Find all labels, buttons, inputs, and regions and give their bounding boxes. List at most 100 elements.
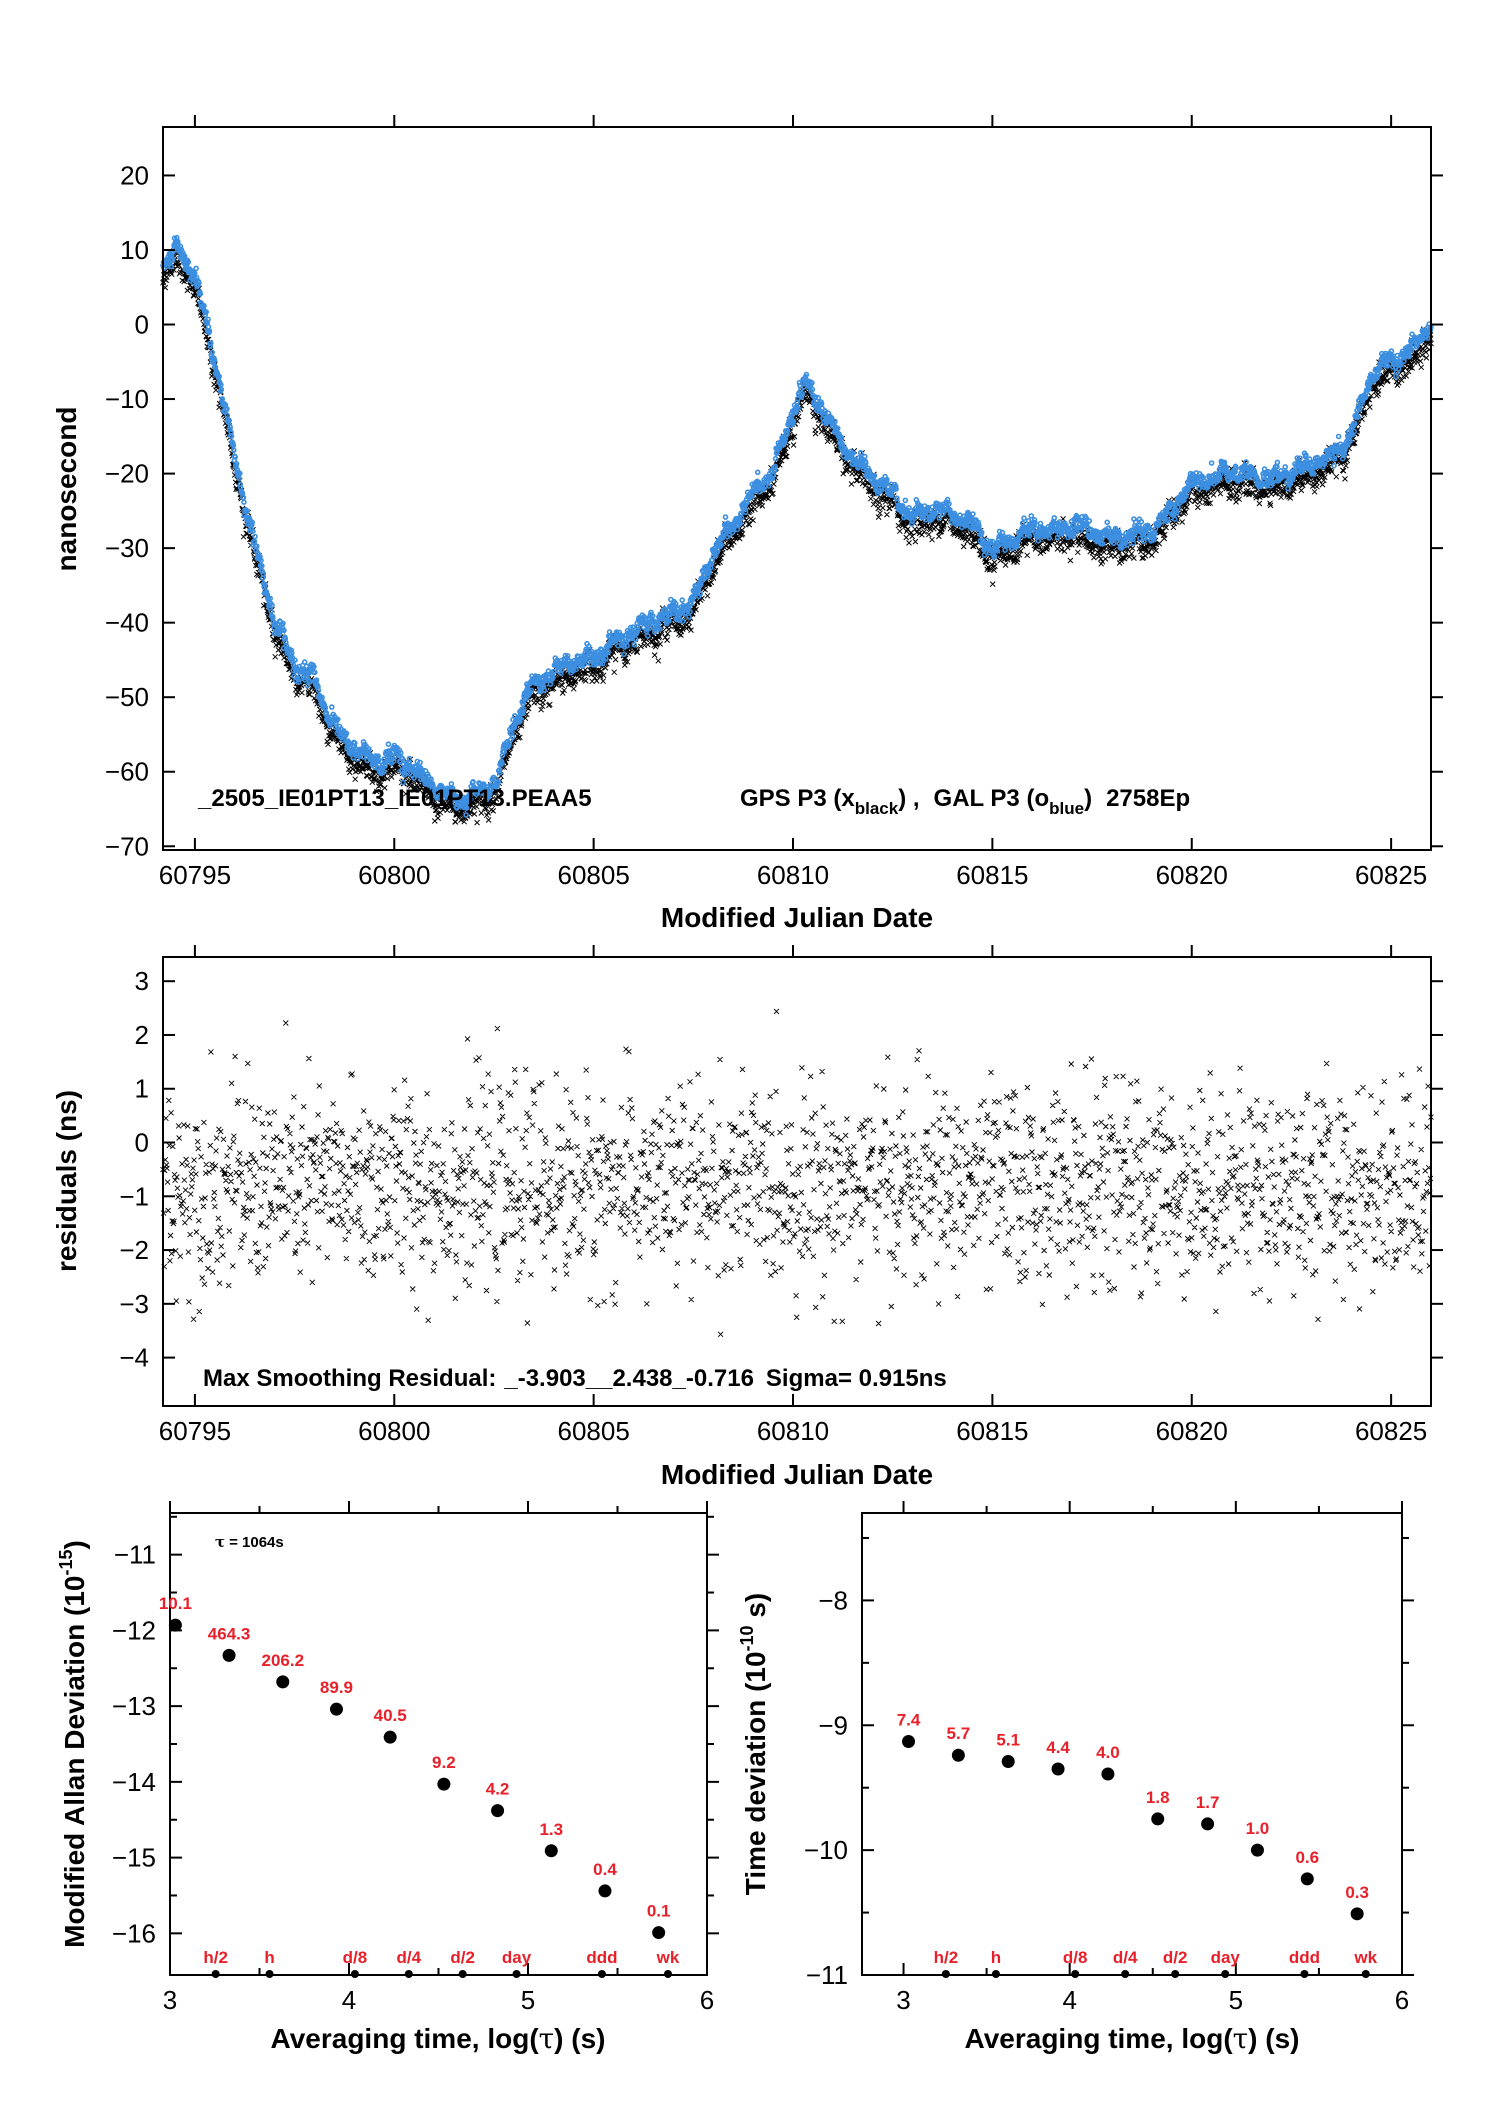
data-label: 7.4: [897, 1711, 921, 1730]
mdev-tau-symbol: τ: [215, 1533, 225, 1551]
data-label: 89.9: [320, 1678, 353, 1697]
data-point: [544, 1844, 558, 1858]
time-mark-label: d/2: [450, 1948, 475, 1967]
data-point: [383, 1730, 397, 1744]
y-tick-label: −2: [119, 1235, 149, 1265]
mdev-ylabel-post: ): [59, 1540, 90, 1549]
data-label: 9.2: [432, 1753, 456, 1772]
residuals-ylabel: residuals (ns): [51, 1090, 82, 1272]
data-label: 4.0: [1096, 1743, 1120, 1762]
data-point: [598, 1884, 612, 1898]
mdev-xlabel-sym: τ: [539, 2022, 555, 2055]
x-tick-label: 60815: [956, 860, 1028, 890]
data-point: [1001, 1754, 1015, 1768]
x-tick-label: 5: [521, 1985, 535, 2015]
data-point: [168, 1618, 182, 1632]
legend-gal-post: ): [1084, 785, 1092, 812]
gal-p3-series: [160, 234, 1434, 818]
y-tick-label: −13: [112, 1691, 156, 1721]
x-tick-label: 60800: [358, 1416, 430, 1446]
x-tick-label: 60825: [1355, 860, 1427, 890]
tdev-axes: 3 4 5 6 −11 −10 −9 −8: [804, 1501, 1414, 2015]
offset-title: _2505_IE01PT13_IE01PT13.PEAA5: [197, 785, 592, 812]
mdev-xlabel: Averaging time, log(τ) (s): [271, 2022, 606, 2055]
data-label: 10.1: [159, 1594, 192, 1613]
gps-p3-series: [160, 246, 1434, 826]
data-label: 1.8: [1146, 1788, 1170, 1807]
y-tick-label: −16: [112, 1918, 156, 1948]
time-mark-dot: [1300, 1970, 1309, 1978]
time-mark-label: wk: [1353, 1948, 1377, 1967]
data-label: 4.4: [1046, 1738, 1070, 1757]
mdev-axes: 3 4 5 6 −16 −15 −14 −13 −12 −11: [112, 1501, 719, 2015]
data-label: 1.7: [1196, 1793, 1220, 1812]
data-label: 40.5: [374, 1706, 407, 1725]
y-tick-label: −1: [119, 1181, 149, 1211]
mdev-tau-note: τ = 1064s: [215, 1533, 284, 1551]
time-mark-dot: [211, 1970, 220, 1978]
residuals-annot-values: _-3.903__2.438_-0.716: [503, 1365, 754, 1392]
x-tick-label: 60815: [956, 1416, 1028, 1446]
data-point: [902, 1735, 916, 1749]
time-mark-dot: [350, 1970, 359, 1978]
x-tick-label: 60805: [557, 860, 629, 890]
x-tick-label: 6: [1395, 1985, 1409, 2015]
y-tick-label: 20: [120, 160, 149, 190]
offset-series-group: [160, 234, 1434, 826]
y-tick-label: −9: [818, 1710, 848, 1740]
mdev-xlabel-pre: Averaging time, log(: [271, 2023, 540, 2054]
mdev-tau-value: = 1064s: [229, 1534, 284, 1551]
tdev-xlabel: Averaging time, log(τ) (s): [965, 2022, 1300, 2055]
tdev-panel: 3 4 5 6 −11 −10 −9 −8 7.4 5.7 5.1 4.4 4.0 1.8 1.7 1.0 0…: [737, 1501, 1414, 2055]
mdev-plot-frame: [169, 1512, 708, 1976]
y-tick-label: −30: [105, 533, 149, 563]
mdev-marks: 10.1 464.3 206.2 89.9 40.5 9.2 4.2 1.3 0.4 0.1 h/2…: [159, 1594, 680, 1978]
x-tick-label: 60820: [1156, 860, 1228, 890]
data-label: 206.2: [261, 1651, 304, 1670]
y-tick-label: −3: [119, 1289, 149, 1319]
offset-ylabel: nanosecond: [51, 407, 82, 572]
data-point: [951, 1748, 965, 1762]
tdev-plot-frame: [861, 1512, 1403, 1976]
mdev-xlabel-post: ) (s): [554, 2023, 605, 2054]
y-tick-label: −4: [119, 1343, 149, 1373]
time-mark-label: d/4: [1113, 1948, 1138, 1967]
tdev-ylabel-exp: -10: [737, 1625, 757, 1651]
x-tick-label: 5: [1229, 1985, 1243, 2015]
data-label: 0.1: [647, 1902, 671, 1921]
time-mark-dot: [265, 1970, 274, 1978]
time-mark-dot: [991, 1970, 1000, 1978]
residuals-xlabel: Modified Julian Date: [661, 1459, 933, 1490]
x-tick-label: 60810: [757, 1416, 829, 1446]
x-tick-label: 60800: [358, 860, 430, 890]
data-point: [1151, 1812, 1165, 1826]
offset-xlabel: Modified Julian Date: [661, 902, 933, 933]
y-tick-label: 0: [135, 310, 149, 340]
data-point: [1300, 1872, 1314, 1886]
residuals-plot-frame: [162, 956, 1432, 1407]
data-point: [1051, 1762, 1065, 1776]
data-label: 4.2: [486, 1780, 510, 1799]
offset-axes: 60795 60800 60805 60810 60815 60820 60825 −70 −6…: [105, 115, 1443, 890]
time-mark-dot: [1121, 1970, 1130, 1978]
offset-legend: GPS P3 (xblack) , GAL P3 (oblue) 2758Ep: [740, 785, 1190, 818]
x-tick-label: 60795: [159, 860, 231, 890]
time-mark-label: h/2: [934, 1948, 959, 1967]
time-mark-dot: [1071, 1970, 1080, 1978]
y-tick-label: −20: [105, 459, 149, 489]
y-tick-label: −70: [105, 831, 149, 861]
time-mark-label: h/2: [203, 1948, 228, 1967]
time-mark-label: d/8: [1063, 1948, 1088, 1967]
time-mark-label: day: [1211, 1948, 1241, 1967]
y-tick-label: −10: [105, 384, 149, 414]
x-tick-label: 60810: [757, 860, 829, 890]
data-label: 0.6: [1295, 1848, 1319, 1867]
mdev-panel: 3 4 5 6 −16 −15 −14 −13 −12 −11 10.1 464.3 206.2 89.…: [56, 1501, 719, 2055]
residuals-panel: 60795 60800 60805 60810 60815 60820 60825 −4 −3 −…: [51, 945, 1443, 1490]
tdev-xlabel-post: ) (s): [1248, 2023, 1299, 2054]
data-point: [437, 1777, 451, 1791]
legend-gal-pre: GAL P3 (o: [934, 785, 1050, 812]
time-mark-dot: [1361, 1970, 1370, 1978]
data-point: [1250, 1843, 1264, 1857]
